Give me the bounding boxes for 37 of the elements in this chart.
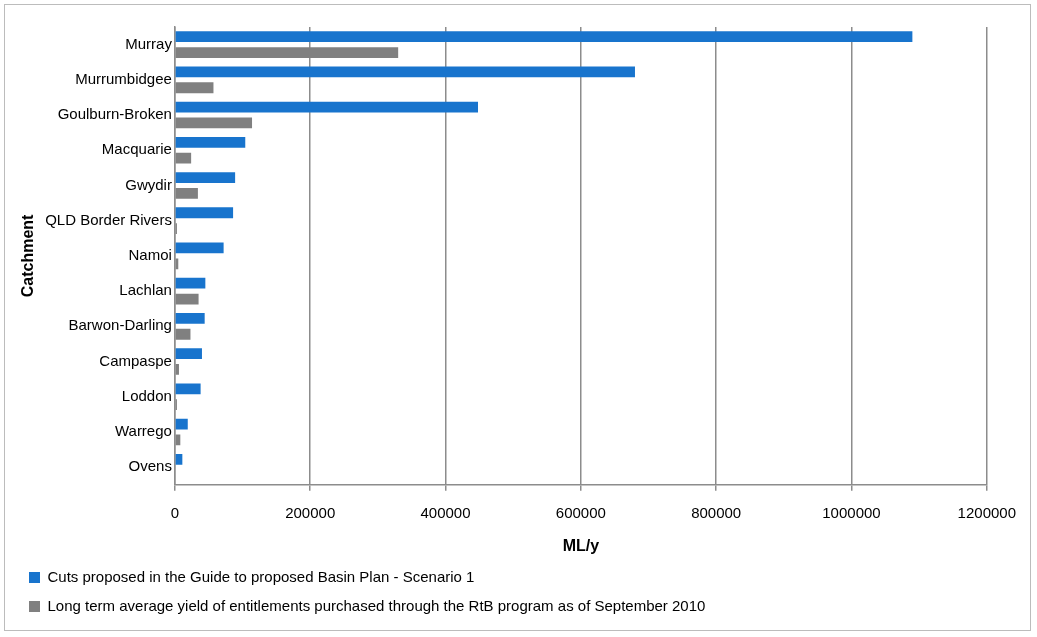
x-tick-label: 400000 <box>420 503 471 521</box>
bar <box>175 348 202 360</box>
x-tick-label: 800000 <box>691 503 742 521</box>
bar <box>175 453 183 465</box>
y-axis-title: Catchment <box>19 213 37 298</box>
y-tick-label: Murray <box>125 34 173 52</box>
legend-label: Long term average yield of entitlements purchased through the RtB program as of September 2010 <box>47 596 706 614</box>
y-tick-label: Gwydir <box>125 175 172 193</box>
bar <box>175 383 201 395</box>
x-tick-label: 200000 <box>285 503 336 521</box>
bar <box>175 136 246 148</box>
x-tick-label: 600000 <box>555 503 606 521</box>
bar <box>175 313 205 324</box>
x-tick-label: 1000000 <box>822 503 881 521</box>
y-tick-label: Namoi <box>128 246 172 264</box>
y-tick-label: Lachlan <box>119 281 172 299</box>
y-tick-label: Barwon-Darling <box>68 316 172 334</box>
bar <box>175 66 635 78</box>
bar <box>175 207 234 219</box>
bar <box>175 418 188 430</box>
y-tick-label: QLD Border Rivers <box>45 210 172 228</box>
bar <box>175 277 206 289</box>
x-tick-label: 0 <box>170 503 180 521</box>
y-tick-label: Loddon <box>121 386 172 404</box>
y-tick-label: Macquarie <box>101 140 172 158</box>
y-tick-label: Goulburn-Broken <box>57 105 172 123</box>
x-axis-title: ML/y <box>562 536 600 554</box>
y-tick-label: Campaspe <box>99 351 172 369</box>
y-tick-label: Ovens <box>128 457 172 475</box>
legend-label: Cuts proposed in the Guide to proposed Basin Plan - Scenario 1 <box>47 567 475 585</box>
bar <box>175 101 479 113</box>
bar <box>175 31 913 43</box>
y-tick-label: Warrego <box>114 422 172 440</box>
bar <box>175 242 224 254</box>
x-tick-label: 1200000 <box>957 503 1017 521</box>
bar <box>175 172 236 183</box>
y-tick-label: Murrumbidgee <box>75 69 172 87</box>
